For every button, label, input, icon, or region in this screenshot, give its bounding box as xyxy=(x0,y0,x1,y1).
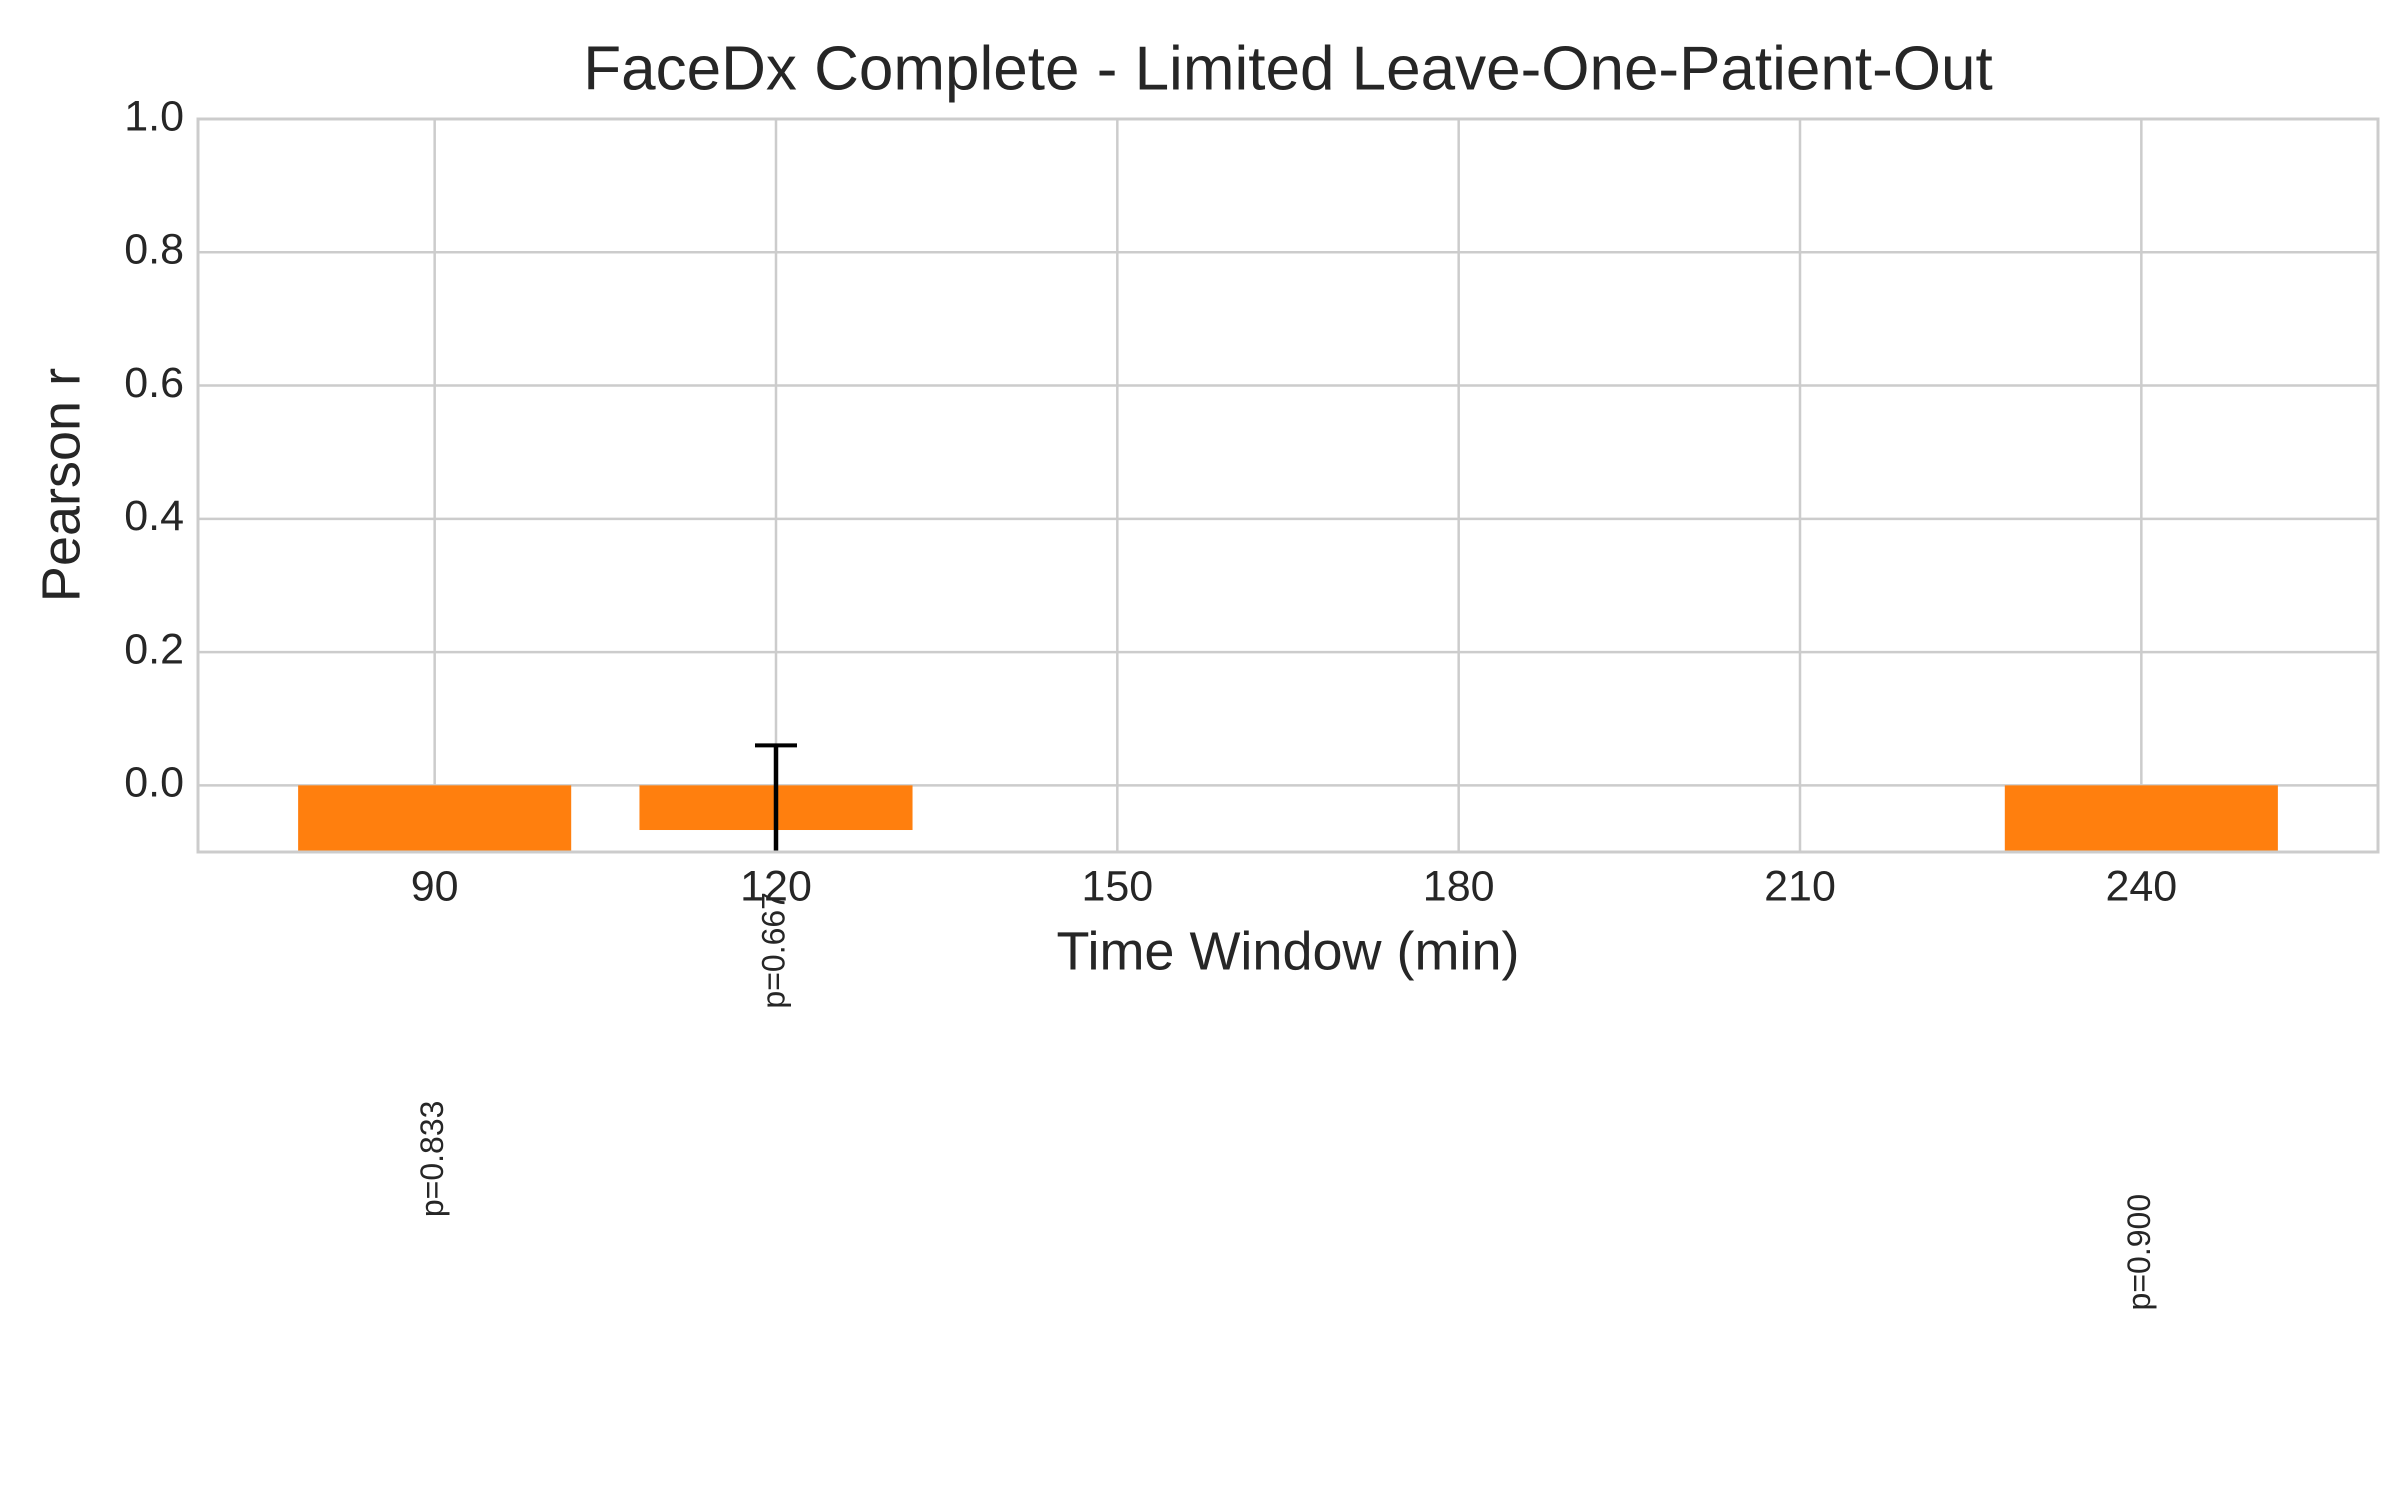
y-axis-label: Pearson r xyxy=(31,368,91,602)
bar xyxy=(298,785,572,852)
chart-title: FaceDx Complete - Limited Leave-One-Pati… xyxy=(583,34,1992,103)
x-tick-label: 180 xyxy=(1423,862,1495,910)
y-tick-label: 1.0 xyxy=(124,92,184,140)
x-tick-label: 150 xyxy=(1081,862,1153,910)
annotation: p=0.667 xyxy=(755,892,791,1009)
annotation: p=0.833 xyxy=(414,1101,450,1218)
y-tick-label: 0.8 xyxy=(124,226,184,274)
annotation: p=0.900 xyxy=(2121,1194,2157,1311)
plot-frame xyxy=(196,117,2380,854)
x-tick-label: 210 xyxy=(1764,862,1836,910)
y-tick-label: 0.4 xyxy=(124,492,184,540)
plot-area xyxy=(298,743,2278,852)
x-axis-label: Time Window (min) xyxy=(1056,921,1519,981)
y-tick-label: 0.6 xyxy=(124,359,184,407)
bar xyxy=(2004,785,2278,852)
x-tick-label: 120 xyxy=(740,862,812,910)
y-tick-label: 0.2 xyxy=(124,625,184,673)
x-tick-label: 240 xyxy=(2105,862,2177,910)
x-tick-label: 90 xyxy=(411,862,459,910)
y-tick-label: 0.0 xyxy=(124,759,184,807)
